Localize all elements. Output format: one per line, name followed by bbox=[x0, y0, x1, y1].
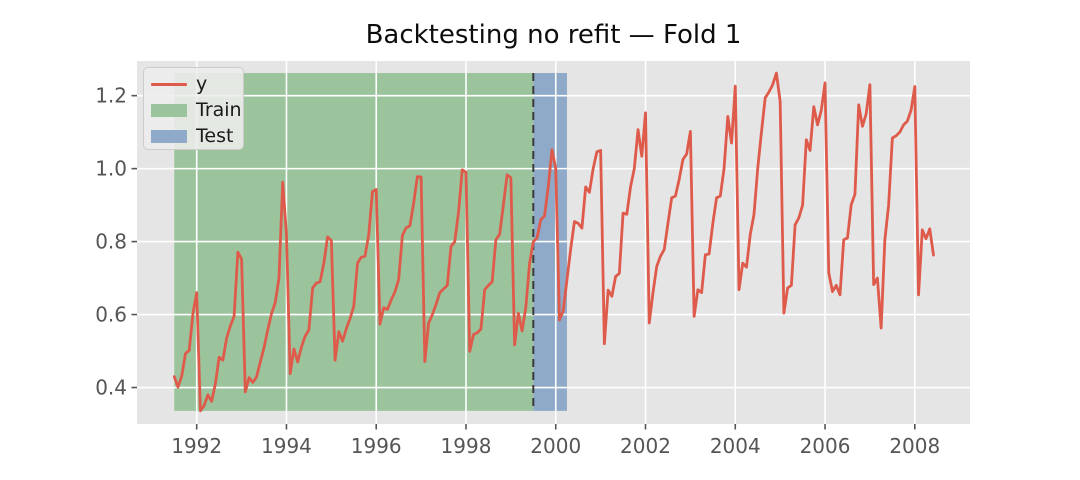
x-tick-label: 1994 bbox=[261, 434, 312, 458]
y-tick-label: 0.8 bbox=[95, 230, 127, 254]
legend-item-train: Train bbox=[151, 98, 243, 123]
legend-label-y: y bbox=[196, 73, 208, 96]
x-tick-label: 2000 bbox=[530, 434, 581, 458]
x-tick-label: 2004 bbox=[710, 434, 761, 458]
legend-line-swatch bbox=[151, 83, 187, 87]
x-tick-label: 1998 bbox=[441, 434, 492, 458]
y-tick-label: 1.0 bbox=[95, 157, 127, 181]
y-tick-label: 0.4 bbox=[95, 376, 127, 400]
x-tick-label: 1992 bbox=[171, 434, 222, 458]
legend: y Train Test bbox=[143, 67, 244, 150]
chart-title: Backtesting no refit — Fold 1 bbox=[365, 20, 742, 50]
legend-train-swatch bbox=[151, 103, 187, 117]
series-line-y bbox=[172, 71, 935, 413]
x-tick-label: 2002 bbox=[620, 434, 671, 458]
legend-label-test: Test bbox=[196, 124, 234, 147]
legend-test-swatch bbox=[151, 129, 187, 143]
x-tick-label: 2008 bbox=[889, 434, 940, 458]
x-tick-label: 1996 bbox=[351, 434, 402, 458]
legend-item-test: Test bbox=[151, 124, 243, 149]
legend-label-train: Train bbox=[196, 98, 242, 121]
y-tick-label: 0.6 bbox=[95, 303, 127, 327]
y-tick-label: 1.2 bbox=[95, 84, 127, 108]
x-tick-label: 2006 bbox=[800, 434, 851, 458]
legend-item-y: y bbox=[151, 72, 243, 97]
